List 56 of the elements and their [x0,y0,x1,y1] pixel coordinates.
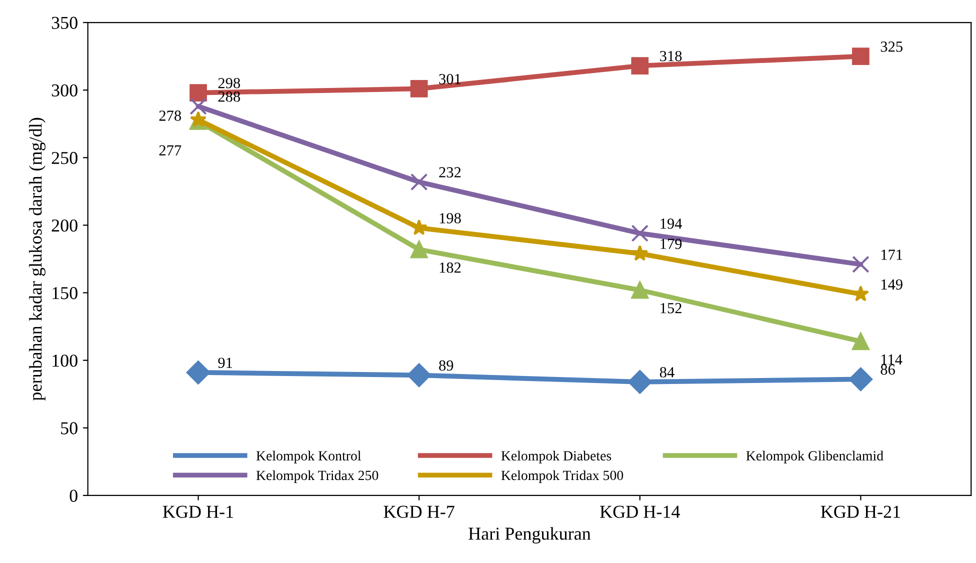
data-label: 89 [439,360,454,371]
y-tick-label: 150 [52,287,78,300]
y-tick-label: 350 [52,16,78,29]
x-tick-label: KGD H-1 [162,506,234,518]
point [631,281,649,299]
x-tick-label: KGD H-7 [384,506,454,518]
data-label: 84 [660,367,674,378]
point [852,48,870,65]
y-tick-label: 100 [52,354,78,367]
point [410,240,428,258]
y-tick-label: 300 [52,84,78,97]
data-label: 149 [882,279,902,290]
data-label: 298 [218,78,240,88]
point [410,219,428,236]
legend-label: Kelompok Tridax 500 [501,470,624,483]
point [631,224,649,242]
point [632,244,648,261]
data-label: 86 [880,364,895,375]
legend-label: Kelompok Kontrol [256,450,362,464]
data-label: 277 [159,145,182,156]
y-tick-label: 0 [70,490,78,502]
point [852,332,870,350]
data-label: 182 [440,262,461,273]
y-axis-title: perubahan kadar glukosa darah (mg/dl) [29,118,46,401]
legend-label: Kelompok Glibenclamid [746,450,884,464]
point [407,363,431,388]
data-label: 91 [218,358,232,368]
data-label: 288 [218,91,240,102]
x-axis-title: Hari Pengukuran [468,527,591,544]
data-label: 152 [660,303,682,314]
point [190,98,207,115]
x-tick-label: KGD H-14 [600,506,680,518]
data-label: 179 [660,238,682,250]
data-label: 232 [439,167,461,178]
point [628,370,652,394]
legend-label: Kelompok Tridax 250 [256,470,378,483]
point [631,57,649,74]
point [186,360,210,384]
point [410,80,428,98]
y-tick-label: 200 [52,219,78,232]
data-label: 194 [660,218,682,229]
data-label: 171 [882,250,902,260]
y-tick-label: 250 [52,152,78,164]
y-tick-label: 50 [61,422,78,434]
data-label: 301 [439,74,461,84]
point [190,84,207,102]
legend-label: Kelompok Diabetes [501,450,612,464]
data-label: 318 [660,50,682,62]
data-label: 198 [440,213,461,224]
point [848,367,873,392]
x-tick-label: KGD H-21 [820,506,900,518]
point [852,256,870,274]
point [410,173,428,191]
data-label: 278 [159,110,181,121]
data-label: 114 [882,354,902,365]
data-label: 325 [880,42,902,52]
